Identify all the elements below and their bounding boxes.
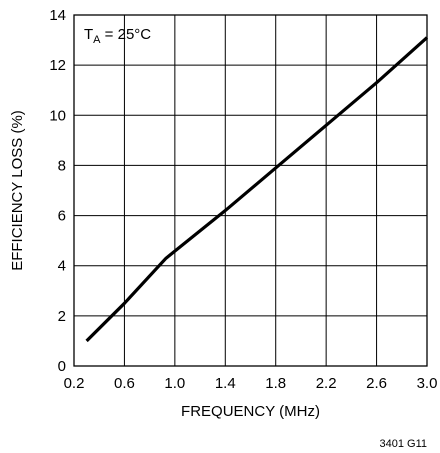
x-tick-label: 1.4	[215, 375, 236, 392]
y-tick-label: 12	[49, 57, 66, 74]
temperature-annotation: TA = 25°C	[84, 26, 151, 46]
figure-id: 3401 G11	[379, 438, 427, 450]
y-tick-label: 4	[58, 258, 66, 275]
x-tick-label: 2.2	[316, 375, 337, 392]
x-axis-title: FREQUENCY (MHz)	[181, 403, 320, 420]
x-tick-label: 1.8	[265, 375, 286, 392]
series-layer	[85, 36, 429, 343]
x-tick-label: 3.0	[417, 375, 438, 392]
y-tick-label: 0	[58, 358, 66, 375]
y-axis-title: EFFICIENCY LOSS (%)	[9, 110, 26, 271]
x-tick-label: 0.6	[114, 375, 135, 392]
y-tick-label: 6	[58, 208, 66, 225]
x-tick-label: 0.2	[64, 375, 85, 392]
y-tick-label: 2	[58, 308, 66, 325]
plot-frame	[73, 14, 428, 367]
y-tick-label: 10	[49, 107, 66, 124]
y-tick-label: 14	[49, 7, 66, 24]
grid	[74, 15, 427, 366]
x-tick-label: 2.6	[366, 375, 387, 392]
annotation-prefix: T	[84, 26, 93, 43]
tick-labels: 0.2 0.6 1.0 1.4 1.8 2.2 2.6 3.0 0 2 4 6 8 10 12 14	[49, 7, 437, 392]
efficiency-loss-line	[85, 36, 429, 343]
annotation-subscript: A	[93, 34, 101, 46]
y-tick-label: 8	[58, 157, 66, 174]
x-tick-label: 1.0	[164, 375, 185, 392]
annotation-suffix: = 25°C	[101, 26, 152, 43]
